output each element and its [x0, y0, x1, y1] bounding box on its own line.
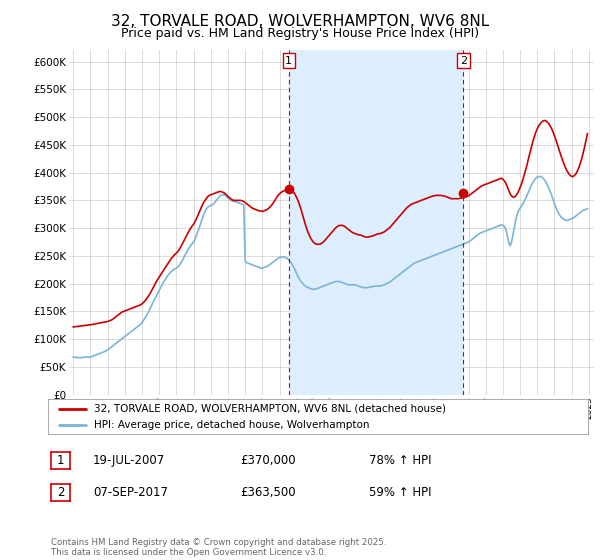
- Text: 32, TORVALE ROAD, WOLVERHAMPTON, WV6 8NL (detached house): 32, TORVALE ROAD, WOLVERHAMPTON, WV6 8NL…: [94, 404, 446, 414]
- Text: Price paid vs. HM Land Registry's House Price Index (HPI): Price paid vs. HM Land Registry's House …: [121, 27, 479, 40]
- Text: £370,000: £370,000: [240, 454, 296, 468]
- Text: HPI: Average price, detached house, Wolverhampton: HPI: Average price, detached house, Wolv…: [94, 419, 370, 430]
- Text: 1: 1: [57, 454, 64, 468]
- Text: 78% ↑ HPI: 78% ↑ HPI: [369, 454, 431, 468]
- Text: 59% ↑ HPI: 59% ↑ HPI: [369, 486, 431, 500]
- Text: 2: 2: [57, 486, 64, 500]
- Text: Contains HM Land Registry data © Crown copyright and database right 2025.
This d: Contains HM Land Registry data © Crown c…: [51, 538, 386, 557]
- Text: 32, TORVALE ROAD, WOLVERHAMPTON, WV6 8NL: 32, TORVALE ROAD, WOLVERHAMPTON, WV6 8NL: [111, 14, 489, 29]
- Bar: [289, 50, 463, 395]
- Text: 07-SEP-2017: 07-SEP-2017: [93, 486, 168, 500]
- Text: 1: 1: [285, 55, 292, 66]
- Text: 19-JUL-2007: 19-JUL-2007: [93, 454, 165, 468]
- Text: 2: 2: [460, 55, 467, 66]
- Text: £363,500: £363,500: [240, 486, 296, 500]
